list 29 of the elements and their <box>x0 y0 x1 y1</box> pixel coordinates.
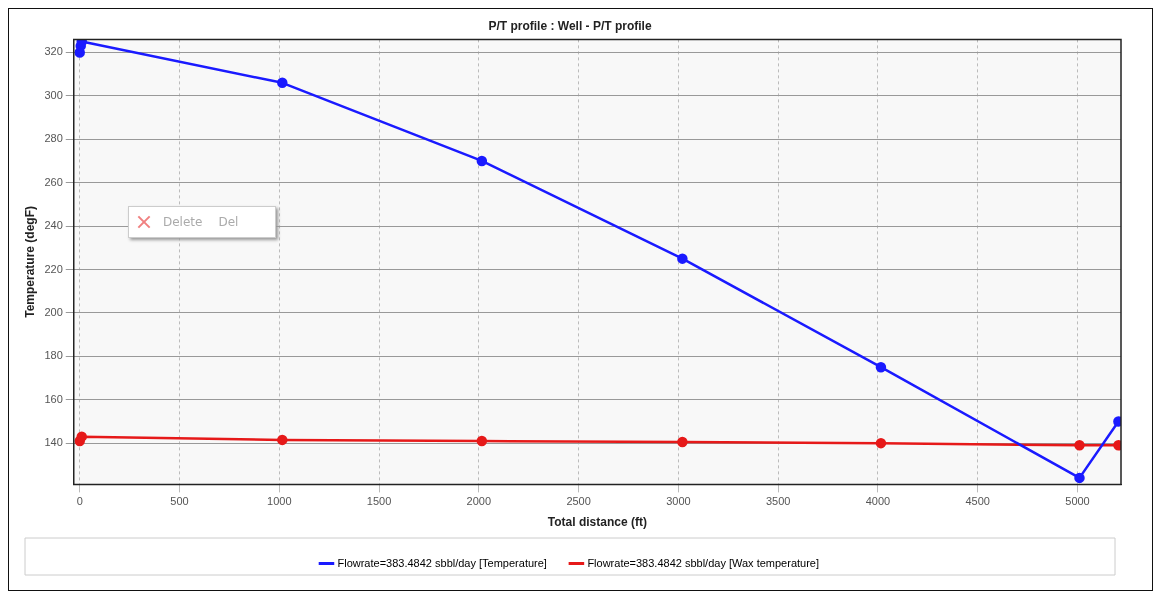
x-tick-label: 4000 <box>865 495 891 508</box>
legend-label: Flowrate=383.4842 sbbl/day [Wax temperature] <box>587 556 820 569</box>
x-tick-label: 2500 <box>566 495 591 508</box>
chart-title: P/T profile : Well - P/T profile <box>488 18 652 33</box>
y-tick-label: 300 <box>44 88 63 101</box>
annotation: Delete <box>163 215 203 229</box>
x-tick-label: 0 <box>76 495 83 508</box>
y-tick-label: 240 <box>44 219 63 232</box>
x-tick-label: 3000 <box>666 495 691 508</box>
x-tick-label: 500 <box>170 495 189 508</box>
y-tick-label: 160 <box>44 392 63 405</box>
y-tick-label: 320 <box>44 45 63 58</box>
context-menu: Delete Del <box>128 206 276 238</box>
y-axis-title: Temperature (degF) <box>22 206 37 318</box>
y-tick-label: 140 <box>44 436 63 449</box>
annotation: Del <box>218 215 239 229</box>
x-tick-label: 4500 <box>965 495 990 508</box>
y-tick-label: 180 <box>44 349 63 362</box>
x-axis-title: Total distance (ft) <box>547 515 647 530</box>
x-tick-label: 3500 <box>765 495 791 508</box>
y-tick-label: 260 <box>44 175 63 188</box>
y-tick-label: 280 <box>44 132 63 145</box>
y-tick-label: 200 <box>44 305 63 318</box>
x-tick-label: 2000 <box>466 495 492 508</box>
y-tick-label: 220 <box>44 262 63 275</box>
x-tick-label: 1000 <box>267 495 292 508</box>
x-tick-label: 5000 <box>1065 495 1090 508</box>
x-tick-label: 1500 <box>366 495 392 508</box>
legend-label: Flowrate=383.4842 sbbl/day [Temperature] <box>337 556 547 569</box>
